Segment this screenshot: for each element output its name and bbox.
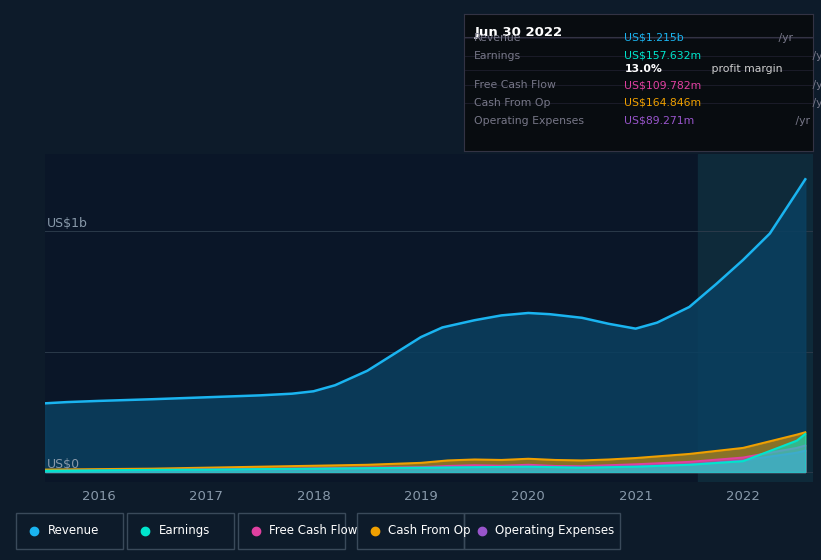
Bar: [127, 513, 234, 549]
Text: Free Cash Flow: Free Cash Flow: [269, 524, 358, 537]
Text: US$89.271m: US$89.271m: [624, 116, 695, 125]
Text: Jun 30 2022: Jun 30 2022: [475, 26, 562, 39]
Text: /yr: /yr: [809, 80, 821, 90]
Text: Earnings: Earnings: [158, 524, 210, 537]
Text: Cash From Op: Cash From Op: [475, 98, 551, 108]
Bar: [464, 513, 620, 549]
Text: Operating Expenses: Operating Expenses: [495, 524, 614, 537]
Text: Earnings: Earnings: [475, 50, 521, 60]
Text: US$157.632m: US$157.632m: [624, 50, 701, 60]
Text: 13.0%: 13.0%: [624, 64, 663, 74]
Text: US$164.846m: US$164.846m: [624, 98, 701, 108]
Text: US$0: US$0: [48, 458, 80, 472]
Bar: [16, 513, 123, 549]
Text: /yr: /yr: [809, 98, 821, 108]
Bar: [238, 513, 345, 549]
Text: US$109.782m: US$109.782m: [624, 80, 702, 90]
Text: profit margin: profit margin: [708, 64, 782, 74]
Text: Operating Expenses: Operating Expenses: [475, 116, 585, 125]
Text: /yr: /yr: [775, 32, 793, 43]
Text: Revenue: Revenue: [48, 524, 99, 537]
Text: Revenue: Revenue: [475, 32, 522, 43]
Bar: [698, 154, 813, 482]
Text: /yr: /yr: [791, 116, 810, 125]
Text: US$1b: US$1b: [48, 217, 88, 230]
Text: /yr: /yr: [809, 50, 821, 60]
Text: Cash From Op: Cash From Op: [388, 524, 470, 537]
Text: Free Cash Flow: Free Cash Flow: [475, 80, 556, 90]
Bar: [357, 513, 464, 549]
Text: US$1.215b: US$1.215b: [624, 32, 684, 43]
